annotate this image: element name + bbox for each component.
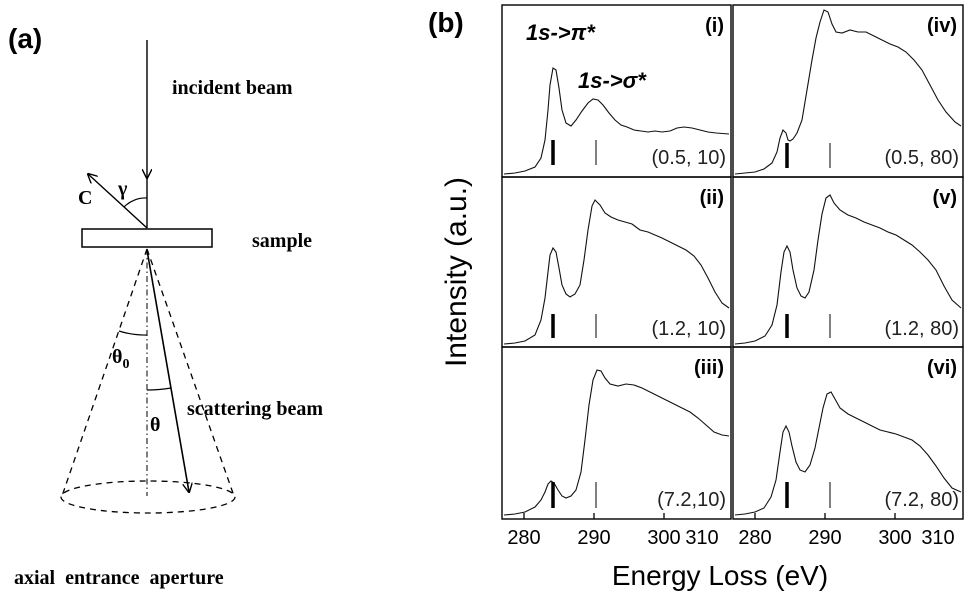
condition-label: (0.5, 80) bbox=[885, 147, 959, 169]
spectrum-iii bbox=[503, 369, 730, 516]
peak-pi-label: 1s->π* bbox=[526, 20, 596, 45]
theta-symbol: θ bbox=[150, 414, 160, 436]
spectrum-iv bbox=[734, 9, 962, 175]
spectrum-i bbox=[503, 67, 730, 175]
reference-markers bbox=[551, 140, 831, 508]
peak-sigma-label: 1s->σ* bbox=[578, 68, 647, 93]
condition-label: (1.2, 80) bbox=[885, 318, 959, 340]
cell-roman-label: (iii) bbox=[694, 357, 724, 379]
spectrum-v bbox=[734, 194, 962, 345]
x-tick-label: 310 bbox=[921, 527, 954, 549]
spectra bbox=[503, 9, 962, 516]
x-tick-label: 290 bbox=[808, 527, 841, 549]
x-tick-label: 310 bbox=[685, 527, 718, 549]
sample-label: sample bbox=[252, 230, 312, 252]
condition-label: (7.2,10) bbox=[657, 489, 726, 511]
condition-label: (0.5, 10) bbox=[652, 147, 726, 169]
cell-labels: (i) (iv) (ii) (v) (iii) (vi) bbox=[694, 15, 957, 379]
cell-roman-label: (i) bbox=[705, 15, 724, 37]
scattering-beam-arrow bbox=[146, 249, 189, 492]
x-tick-label: 280 bbox=[738, 527, 771, 549]
theta0-arc bbox=[118, 330, 148, 336]
cell-roman-label: (vi) bbox=[927, 357, 957, 379]
panel-a: (a) incident beam C γ sample θ0 θ scatte… bbox=[8, 23, 323, 589]
condition-label: (7.2, 80) bbox=[885, 489, 959, 511]
cell-roman-label: (ii) bbox=[700, 187, 724, 209]
x-ticks bbox=[523, 513, 896, 519]
panel-b-label: (b) bbox=[428, 7, 464, 38]
frame-vi bbox=[732, 346, 964, 520]
incident-beam-label: incident beam bbox=[172, 77, 293, 99]
panel-frames bbox=[501, 4, 964, 520]
frame-iii bbox=[501, 346, 732, 520]
y-axis-label: Intensity (a.u.) bbox=[440, 177, 473, 367]
gamma-symbol: γ bbox=[117, 178, 128, 200]
x-tick-label: 300 bbox=[878, 527, 911, 549]
x-axis-label: Energy Loss (eV) bbox=[612, 560, 828, 591]
c-axis-label: C bbox=[78, 187, 92, 209]
condition-labels: (0.5, 10) (0.5, 80) (1.2, 10) (1.2, 80) … bbox=[652, 147, 959, 511]
spectrum-vi bbox=[734, 391, 962, 516]
aperture-ellipse bbox=[60, 480, 236, 514]
c-axis-arrow bbox=[88, 174, 148, 229]
scattering-beam-label: scattering beam bbox=[187, 398, 323, 420]
x-tick-label: 280 bbox=[507, 527, 540, 549]
x-tick-labels: 280 290 300 310 280 290 300 310 bbox=[507, 527, 954, 549]
condition-label: (1.2, 10) bbox=[652, 318, 726, 340]
cone-right-edge bbox=[146, 248, 235, 497]
cone-left-edge bbox=[61, 248, 148, 497]
cell-roman-label: (v) bbox=[933, 187, 957, 209]
sample-slab bbox=[81, 228, 213, 248]
theta-arc bbox=[146, 387, 172, 391]
panel-b: (b) Intensity (a.u.) Energy Loss (eV) 28… bbox=[428, 4, 964, 591]
cell-roman-label: (iv) bbox=[927, 15, 957, 37]
gamma-arc bbox=[123, 197, 148, 208]
x-tick-label: 300 bbox=[647, 527, 680, 549]
x-tick-label: 290 bbox=[577, 527, 610, 549]
panel-a-label: (a) bbox=[8, 23, 42, 54]
aperture-label: axial entrance aperture bbox=[14, 567, 224, 589]
theta0-symbol: θ0 bbox=[112, 346, 129, 372]
spectrum-ii bbox=[503, 199, 730, 345]
